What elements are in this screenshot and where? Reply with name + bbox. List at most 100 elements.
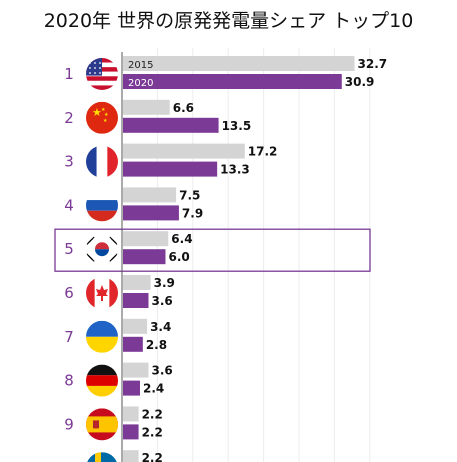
flag-band [107, 145, 118, 178]
flag-fill [86, 277, 118, 309]
flag-star: ★ [103, 118, 108, 124]
flag-band [86, 145, 97, 178]
value-label-2020: 30.9 [345, 75, 375, 89]
rank-label: 10 [59, 459, 78, 462]
flag-band [86, 364, 118, 376]
flag-band [86, 385, 118, 397]
rank-label: 4 [64, 196, 74, 214]
rank-label: 5 [64, 240, 74, 258]
value-label-2015: 7.5 [179, 188, 200, 202]
flag-band [86, 375, 118, 386]
flag-fill [86, 452, 118, 462]
bar-2015 [123, 275, 151, 290]
flag-stripe [86, 80, 118, 86]
rank-label: 2 [64, 109, 74, 127]
flag-stripe [86, 85, 118, 90]
flag-star [89, 62, 91, 64]
flag-trigram-bar [86, 239, 92, 245]
bar-2020 [123, 205, 179, 221]
flag-star [89, 72, 91, 74]
value-label-2020: 3.6 [151, 294, 172, 308]
bar-2020 [123, 380, 140, 396]
flag-star [94, 72, 96, 74]
flag-band [96, 145, 108, 178]
flag-taeguk-bottom [95, 249, 110, 257]
rank-label: 1 [64, 65, 74, 83]
bar-2015 [123, 143, 245, 159]
rank-label: 9 [64, 415, 74, 433]
flag-field [86, 101, 118, 134]
chart-row-6: 6 3.9 3.6 [64, 275, 175, 309]
chart-row-7: 7 3.4 2.8 [64, 318, 171, 353]
flag-cross [95, 452, 101, 462]
value-label-2015: 32.7 [358, 57, 388, 71]
flag-fill [86, 58, 118, 90]
bar-2020 [123, 336, 143, 352]
bar-2020 [123, 74, 342, 89]
flag-maple-leaf [96, 285, 108, 301]
bar-2015 [123, 362, 149, 378]
bar-2020 [123, 424, 139, 440]
flag-fill [86, 408, 118, 441]
chart-row-8: 8 3.6 2.4 [64, 362, 173, 397]
flag-fill [86, 364, 118, 397]
rank-label: 6 [64, 284, 74, 302]
chart-row-3: 3 17.2 13.3 [64, 143, 278, 178]
bar-2020 [123, 161, 218, 177]
value-label-2015: 17.2 [248, 145, 278, 159]
value-label-2020: 6.0 [168, 250, 189, 264]
flag-band [109, 277, 118, 309]
flag-fill [86, 320, 118, 353]
bar-2015 [123, 56, 355, 71]
flag-star [99, 72, 101, 74]
flag-fill [86, 233, 118, 266]
chart-title: 2020年 世界の原発発電量シェア トップ10 [43, 10, 414, 32]
flag-band [86, 200, 118, 211]
flag-star [89, 67, 91, 69]
chart-row-10: 102.2 [59, 450, 163, 462]
legend-2015: 2015 [128, 60, 153, 71]
value-label-2020: 7.9 [182, 206, 203, 220]
flag-fill [86, 145, 118, 178]
value-label-2015: 2.2 [142, 451, 163, 462]
value-label-2015: 3.6 [151, 364, 172, 378]
flag-star: ★ [104, 112, 109, 118]
value-label-2015: 6.4 [171, 232, 192, 246]
value-label-2020: 2.8 [146, 338, 167, 352]
value-label-2020: 2.2 [142, 425, 163, 439]
rank-label: 3 [64, 153, 74, 171]
bar-2015 [123, 99, 170, 115]
flag-star: ★ [92, 106, 102, 119]
flag-band [86, 189, 118, 201]
bar-2015 [123, 450, 139, 462]
flag-emblem [93, 420, 99, 429]
value-label-2020: 13.5 [222, 119, 252, 133]
flag-fill [86, 189, 118, 222]
value-label-2015: 6.6 [173, 101, 194, 115]
bar-2020 [123, 117, 219, 133]
flag-stripe [86, 76, 118, 81]
flag-fill: ★ ★★★ [86, 101, 118, 134]
flag-band [86, 416, 118, 433]
flag-band [86, 320, 118, 337]
bar-2015 [123, 187, 177, 203]
value-label-2015: 3.9 [154, 276, 175, 290]
rank-label: 8 [64, 372, 74, 390]
flag-band [86, 336, 118, 353]
bar-2015 [123, 231, 169, 247]
flag-star [94, 67, 96, 69]
flag-trigram-bar [112, 253, 118, 259]
flag-trigram-bar [86, 253, 92, 259]
chart-row-4: 4 7.5 7.9 [64, 187, 203, 222]
chart-row-5: 5 6.4 6.0 [64, 231, 193, 266]
highlight-frame [54, 228, 371, 272]
flag-star: ★ [101, 107, 106, 113]
flag-band [86, 277, 95, 309]
flag-field [86, 452, 118, 462]
value-label-2015: 2.2 [142, 407, 163, 421]
chart-row-9: 9 2.2 2.2 [64, 406, 163, 441]
bar-2015 [123, 318, 148, 334]
legend-2020: 2020 [128, 78, 153, 89]
flag-band [86, 210, 118, 222]
